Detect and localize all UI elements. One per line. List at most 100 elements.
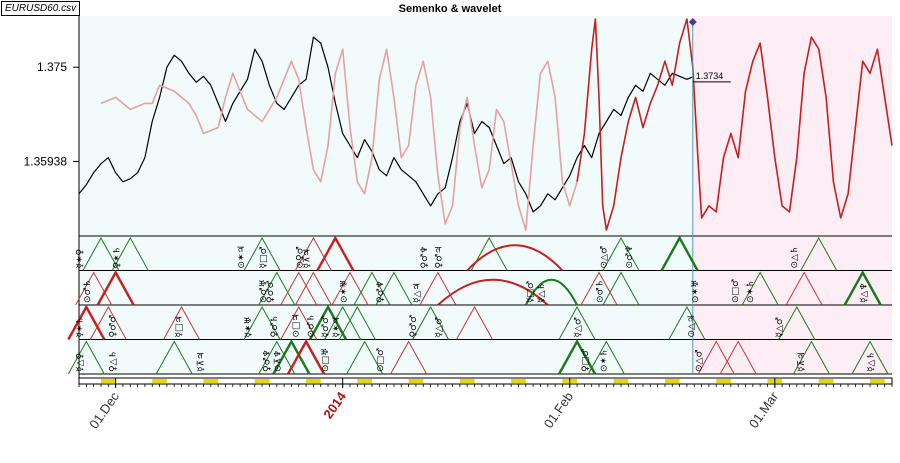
aspect-triangle <box>843 270 882 306</box>
aspect-glyph: ☿□♂ <box>526 281 536 303</box>
aspect-triangle <box>456 305 493 340</box>
file-name-label: EURUSD60.csv <box>1 1 81 16</box>
aspect-triangle <box>294 271 332 306</box>
aspect-glyph: ⊙✶♅ <box>339 280 349 303</box>
date-tick-label: 01.Dec <box>86 389 122 432</box>
aspect-glyph: ⊙✶♄ <box>599 349 609 372</box>
date-axis-strip <box>78 377 893 385</box>
aspect-triangle <box>316 235 355 272</box>
aspect-triangle <box>587 340 625 375</box>
series-line-3 <box>576 18 893 231</box>
aspect-glyph: ⊙♀♂ <box>295 246 305 268</box>
weekend-marker <box>254 379 270 383</box>
aspect-glyph: ♀♂♆ <box>420 246 430 269</box>
date-tick-label: 01.Feb <box>541 389 577 431</box>
weekend-marker <box>357 379 372 383</box>
aspect-glyph: ♀□♂ <box>581 349 591 372</box>
aspect-triangle <box>470 236 508 271</box>
aspect-glyph: ♀✶♄ <box>112 246 122 268</box>
aspect-triangle <box>294 236 332 271</box>
aspect-glyph: ⊙△♂ <box>599 246 609 269</box>
weekend-marker <box>511 379 526 383</box>
chart-frame <box>78 16 892 378</box>
aspect-triangle <box>800 236 838 271</box>
aspect-triangle <box>375 271 413 306</box>
current-price-label: 1.3734 <box>696 71 724 81</box>
aspect-triangle <box>258 340 296 375</box>
aspect-glyph: ⊙△♂ <box>695 349 705 372</box>
aspect-glyph: ♀♂♂ <box>109 315 119 338</box>
aspect-triangle <box>67 340 105 375</box>
history-background <box>79 16 693 374</box>
aspect-band-2: ⊙♂♄ ⊙♂♅♀♂♂ ⊙✶♅ ♀♂♆ ☿△♃ ☿□♂ ☿△♄ ⊙♂♄ ⊙✶♅ ⊙□♂ ⊙✶♄ ☿△♆ <box>75 270 882 306</box>
aspect-triangle <box>243 305 281 340</box>
series-line-1 <box>78 36 694 213</box>
aspect-glyph: ⊙△♃ <box>687 315 697 338</box>
aspect-triangle <box>602 271 640 306</box>
aspect-glyph: ⊙□♂ <box>376 348 386 372</box>
aspect-triangle <box>602 236 640 271</box>
weekend-marker <box>613 379 629 383</box>
aspect-glyph: ⊙✶♅ <box>691 280 701 303</box>
weekend-marker <box>306 379 321 383</box>
aspect-glyph: ⊙♂♄ <box>596 279 606 303</box>
weekend-marker <box>408 379 424 383</box>
aspect-triangle <box>163 305 200 340</box>
aspect-triangle <box>324 305 362 340</box>
aspect-triangle <box>258 271 296 306</box>
weekend-marker <box>664 379 680 383</box>
aspect-arc <box>437 278 549 306</box>
aspect-triangle <box>287 339 326 375</box>
aspect-triangle <box>75 271 113 306</box>
weekend-marker <box>716 379 731 383</box>
aspect-glyph: ☿✶♀ <box>76 249 86 269</box>
aspect-glyph: ☿✶♅ <box>244 316 254 337</box>
aspect-triangle <box>412 305 450 340</box>
aspect-band-3: ☿✶♄ ♀♂♂ ☿□♃ ☿✶♅ ♀♂♄ ⊙□♃ ⊙♂♄ ☿♂♂ ☿✶♃ ♀♂♂ ☿△♂ ☿△♂ ⊙△♃ ☿… <box>67 304 816 341</box>
weekend-marker <box>152 379 167 383</box>
weekend-marker <box>459 379 475 383</box>
aspect-triangle <box>89 305 127 340</box>
aspect-glyph: ☿△♄ <box>537 282 547 303</box>
current-time-diamond[interactable] <box>688 18 697 26</box>
aspect-triangle <box>82 236 120 271</box>
weekend-marker <box>100 379 116 383</box>
aspect-glyph: ⊙♂♆ <box>625 245 635 269</box>
aspect-glyph: ☿△♂ <box>574 317 584 338</box>
aspect-glyph: ☿♂♂ <box>321 316 331 338</box>
aspect-triangle <box>741 271 779 306</box>
aspect-triangle <box>280 271 318 306</box>
aspect-triangle <box>353 271 391 306</box>
aspect-glyph: ⊙♂♅ <box>259 279 269 303</box>
aspect-glyph: ♀♂♆ <box>376 280 386 303</box>
aspect-glyph: ♀♂♄ <box>270 315 280 338</box>
aspect-triangle <box>851 340 889 375</box>
aspect-triangle <box>778 305 816 340</box>
aspect-glyph: ☿△♆ <box>859 282 869 303</box>
aspect-glyph: ♀♂♃ <box>435 246 445 269</box>
y-tick-label: 1.375 <box>37 60 67 74</box>
aspect-triangle <box>580 271 618 306</box>
aspect-glyph: ⊙⊼♆ <box>273 350 283 372</box>
aspect-triangle <box>308 304 348 341</box>
aspect-triangle <box>792 340 830 375</box>
aspect-glyph: ♀♂♂ <box>409 315 419 338</box>
aspect-arc <box>524 278 578 306</box>
aspect-glyph: ☿⊼♃ <box>797 352 807 372</box>
aspect-glyph: ⊙♂♄ <box>83 279 93 303</box>
aspect-arc <box>466 244 564 272</box>
aspect-triangle <box>243 236 281 271</box>
aspect-triangle <box>668 305 706 340</box>
series-line-2 <box>100 48 578 231</box>
aspect-triangle <box>660 235 699 272</box>
aspect-triangle <box>280 305 318 340</box>
chart-title: Semenko & wavelet <box>398 3 502 15</box>
aspect-triangle <box>272 339 311 375</box>
y-axis: 1.35938 1.375 <box>24 60 79 168</box>
aspect-triangle <box>697 340 735 375</box>
aspect-glyph: ⊙□♃ <box>292 313 302 337</box>
weekend-marker <box>870 379 885 383</box>
aspect-glyph: ☿△♀ <box>76 353 86 372</box>
aspect-glyph: ⊙□♂ <box>731 279 741 303</box>
